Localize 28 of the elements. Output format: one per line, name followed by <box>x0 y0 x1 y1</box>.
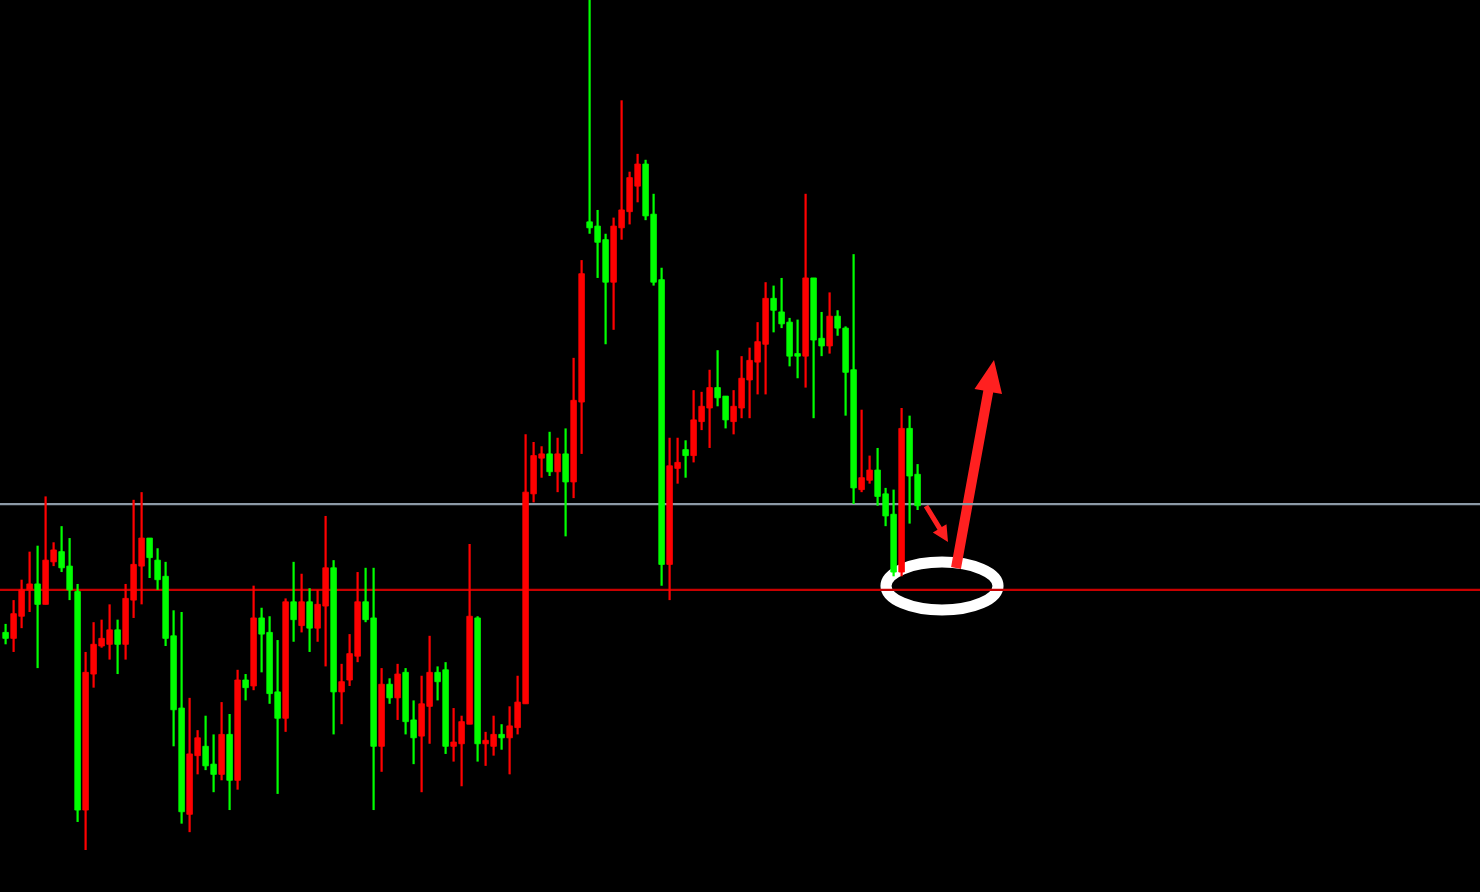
candlestick <box>482 730 489 767</box>
candlestick <box>386 677 393 705</box>
candlestick <box>554 436 561 494</box>
candlestick <box>906 414 913 525</box>
candlestick <box>498 723 505 751</box>
candlestick <box>290 560 297 643</box>
candlestick <box>682 439 689 479</box>
candlestick <box>562 427 569 538</box>
candlestick <box>826 291 833 355</box>
candlestick <box>322 514 329 668</box>
candlestick <box>706 368 713 450</box>
candlestick <box>34 544 41 670</box>
candlestick <box>242 672 249 702</box>
candlestick <box>218 700 225 782</box>
candlestick <box>114 618 121 676</box>
candlestick <box>762 281 769 396</box>
candlestick <box>770 284 777 334</box>
candlestick <box>298 572 305 634</box>
candlestick <box>858 408 865 494</box>
candlestick <box>106 603 113 661</box>
candlestick <box>394 662 401 722</box>
candlestick <box>690 389 697 464</box>
candlestick <box>42 495 49 606</box>
candlestick <box>306 587 313 654</box>
candlestick <box>794 318 801 380</box>
candlestick <box>546 430 553 478</box>
candlestick <box>2 622 9 646</box>
candlestick <box>226 712 233 812</box>
